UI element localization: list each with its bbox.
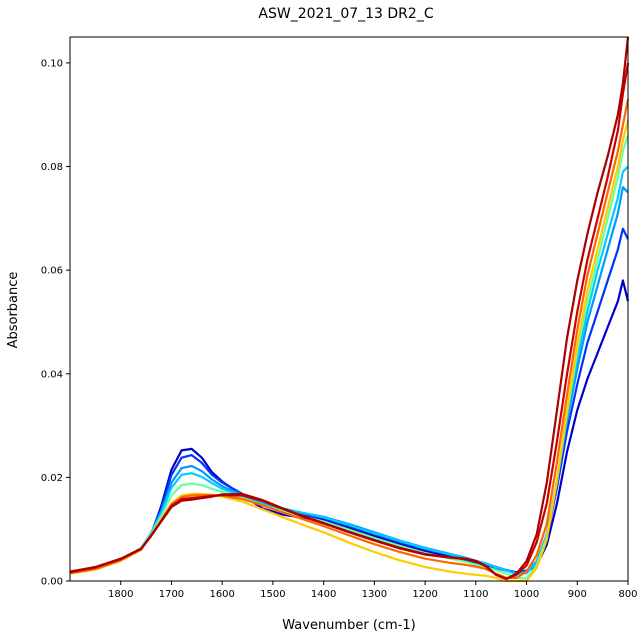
y-tick-label: 0.10 [41, 58, 63, 69]
y-axis-label: Absorbance [6, 272, 21, 349]
y-tick-label: 0.00 [41, 577, 63, 588]
x-tick-label: 1100 [463, 589, 488, 600]
x-tick-label: 800 [618, 589, 637, 600]
x-tick-label: 1000 [514, 589, 539, 600]
x-tick-label: 1800 [108, 589, 133, 600]
y-tick-label: 0.06 [41, 266, 63, 277]
y-tick-label: 0.08 [41, 162, 63, 173]
x-tick-label: 1400 [311, 589, 336, 600]
x-tick-label: 1700 [159, 589, 184, 600]
x-tick-label: 1600 [209, 589, 234, 600]
y-axis: 0.00 0.02 0.04 0.06 0.08 0.10 [41, 58, 70, 588]
y-tick-label: 0.02 [41, 473, 63, 484]
x-tick-label: 1200 [412, 589, 437, 600]
x-axis-label: Wavenumber (cm-1) [282, 618, 415, 633]
x-tick-label: 1500 [260, 589, 285, 600]
y-tick-label: 0.04 [41, 369, 63, 380]
plot-series-group [69, 36, 630, 583]
series-line-0 [69, 279, 630, 574]
plot-frame [69, 36, 629, 582]
series-line-6 [69, 98, 630, 580]
x-tick-label: 900 [568, 589, 587, 600]
series-line-8 [69, 36, 630, 581]
x-axis: 1800 1700 1600 1500 1400 1300 1200 1100 1000 900 8… [108, 581, 638, 600]
x-tick-label: 1300 [362, 589, 387, 600]
chart-title: ASW_2021_07_13 DR2_C [258, 6, 433, 22]
